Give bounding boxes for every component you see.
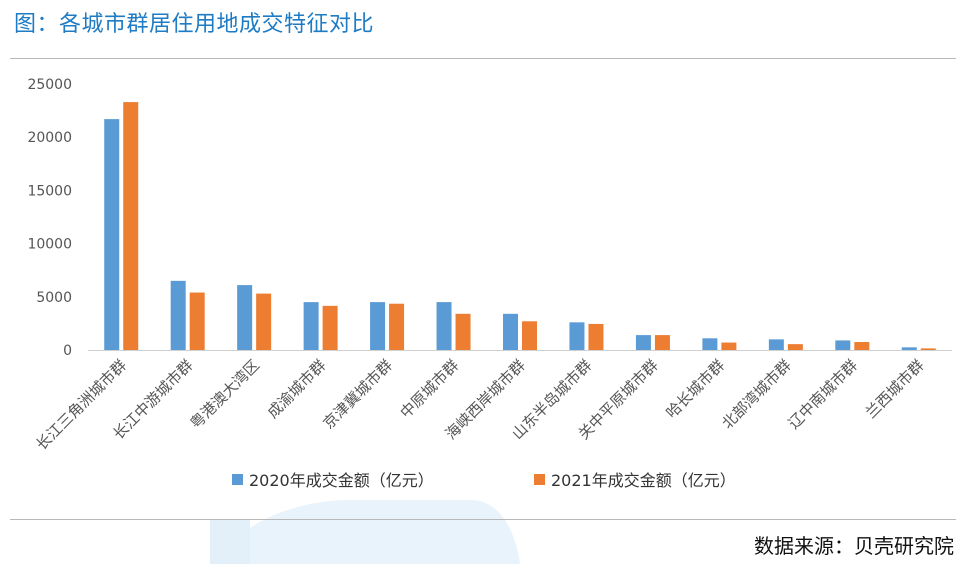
y-tick-label: 5000 [36,290,72,306]
y-tick-label: 20000 [27,130,72,146]
y-tick-label: 15000 [27,183,72,199]
x-category-label: 哈长城市群 [662,356,728,422]
bar-2021-8 [654,335,670,350]
x-category-label: 粤港澳大湾区 [187,356,263,432]
legend-label-2021: 2021年成交金额（亿元） [551,471,736,490]
bar-2020-3 [303,302,319,350]
bar-2020-4 [370,302,386,350]
bar-2021-3 [322,305,338,350]
x-category-label: 北部湾城市群 [718,356,794,432]
x-category-label: 京津冀城市群 [320,356,396,432]
bar-2021-11 [854,342,870,350]
bar-2021-9 [721,342,737,350]
x-category-label: 辽中南城市群 [785,356,861,432]
bar-2021-5 [455,313,471,350]
legend-item-2021: 2021年成交金额（亿元） [534,468,736,490]
bar-2020-6 [503,313,518,350]
bar-2020-12 [901,347,917,350]
source-note: 数据来源：贝壳研究院 [754,534,954,558]
x-category-label: 成渝城市群 [264,356,330,422]
bar-2021-12 [920,348,936,350]
legend-label-2020: 2020年成交金额（亿元） [249,471,434,490]
x-category-label: 长江三角洲城市群 [32,356,130,454]
legend-swatch-2020 [232,473,243,485]
bar-2020-9 [702,338,718,350]
legend-swatch-2021 [534,473,545,485]
top-divider [10,58,956,59]
bar-2021-6 [522,321,537,350]
bar-2021-7 [588,323,604,350]
y-tick-label: 0 [63,343,72,359]
bar-2020-8 [635,335,651,350]
x-category-label: 中原城市群 [397,356,463,422]
bar-2020-0 [104,119,120,350]
bar-2020-5 [436,302,452,350]
y-tick-label: 25000 [27,77,72,93]
x-category-label: 兰西城市群 [862,356,928,422]
legend-item-2020: 2020年成交金额（亿元） [232,468,434,490]
bar-2021-4 [389,303,405,350]
bar-2020-7 [569,322,585,350]
page-title: 图：各城市群居住用地成交特征对比 [14,12,375,37]
bar-2021-1 [189,292,205,350]
bar-2021-10 [787,344,803,350]
bar-2020-10 [768,339,784,350]
bar-2021-2 [256,293,272,350]
y-tick-label: 10000 [27,237,72,253]
bar-2020-11 [835,340,851,350]
bar-2021-0 [123,102,139,350]
bar-2020-2 [237,285,253,350]
bottom-divider [10,519,956,520]
bar-2020-1 [170,280,186,350]
